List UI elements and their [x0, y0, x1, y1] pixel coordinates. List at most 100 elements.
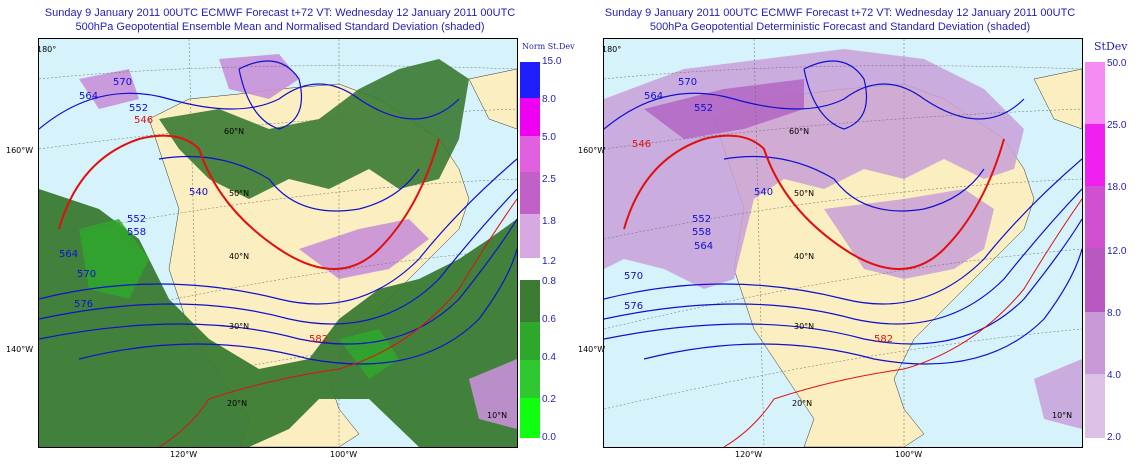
land-greenland	[1033, 68, 1082, 130]
right-lat-label-30n: 30°N	[794, 322, 815, 331]
right-colorbar-seg-1	[1085, 124, 1105, 186]
left-colorbar-tick-0: 15.0	[542, 56, 562, 67]
right-contour-label-570b: 570	[624, 271, 644, 282]
left-lat-label-30n: 30°N	[229, 322, 250, 331]
shade-green-mid2	[339, 329, 399, 379]
right-map-panel: 180° 60°N 50°N 40°N 30°N 20°N 10°N 570 5…	[603, 38, 1083, 448]
contours-blue	[604, 60, 1082, 365]
right-contour-label-558: 558	[692, 227, 712, 238]
left-colorbar-tick-6: 0.8	[542, 276, 556, 287]
left-colorbar-seg-3	[520, 172, 540, 214]
right-lat-label-10n: 10°N	[1052, 411, 1073, 420]
right-lat-label-160w: 160°W	[578, 146, 606, 155]
left-contour-label-558: 558	[127, 227, 147, 238]
right-map-svg	[604, 39, 1082, 447]
left-lat-label-180: 180°	[38, 45, 57, 54]
left-colorbar-tick-8: 0.4	[542, 352, 556, 363]
right-colorbar	[1085, 62, 1105, 438]
right-contour-label-564b: 564	[694, 241, 714, 252]
left-contour-label-552: 552	[129, 103, 149, 114]
right-colorbar-seg-3	[1085, 248, 1105, 312]
shade-purple-lakes	[824, 189, 994, 279]
left-colorbar-seg-5	[520, 258, 540, 280]
contours-blue	[39, 60, 517, 365]
right-lat-label-180: 180°	[603, 45, 622, 54]
left-colorbar-seg-0	[520, 62, 540, 98]
shade-green-dark	[39, 189, 517, 447]
right-colorbar-tick-4: 8.0	[1107, 308, 1121, 319]
left-colorbar-tick-1: 8.0	[542, 94, 556, 105]
right-colorbar-tick-0: 50.0	[1107, 58, 1127, 69]
left-colorbar-seg-4	[520, 214, 540, 258]
left-lat-label-40n: 40°N	[229, 252, 250, 261]
left-colorbar-tick-7: 0.6	[542, 314, 556, 325]
left-contour-label-582: 582	[309, 334, 329, 345]
right-colorbar-tick-1: 25.0	[1107, 120, 1127, 131]
left-lon-label-100w: 100°W	[330, 450, 358, 459]
right-contour-label-540: 540	[754, 187, 774, 198]
right-colorbar-title: StDev	[1094, 40, 1128, 53]
right-lat-label-140w: 140°W	[578, 345, 606, 354]
right-colorbar-tick-5: 4.0	[1107, 370, 1121, 381]
left-title-line2: 500hPa Geopotential Ensemble Mean and No…	[75, 21, 485, 33]
left-colorbar-seg-9	[520, 398, 540, 438]
left-colorbar-tick-10: 0.0	[542, 432, 556, 443]
left-lat-label-50n: 50°N	[229, 189, 250, 198]
right-lat-label-50n: 50°N	[794, 189, 815, 198]
left-lon-label-120w: 120°W	[170, 450, 198, 459]
left-map-panel: 180° 60°N 50°N 40°N 30°N 20°N 10°N 570 5…	[38, 38, 518, 448]
graticule	[604, 39, 1082, 447]
left-contour-label-570: 570	[113, 77, 133, 88]
left-lat-label-140w: 140°W	[6, 345, 34, 354]
right-contour-label-582: 582	[874, 334, 894, 345]
right-colorbar-tick-6: 2.0	[1107, 432, 1121, 443]
right-colorbar-seg-4	[1085, 312, 1105, 374]
shade-purple-north	[219, 54, 299, 99]
right-contour-label-564: 564	[644, 91, 664, 102]
shade-green-mid	[79, 219, 149, 299]
land-greenland	[468, 68, 517, 130]
left-contour-label-576: 576	[74, 299, 94, 310]
left-contour-label-570b: 570	[77, 269, 97, 280]
right-colorbar-tick-3: 12.0	[1107, 246, 1127, 257]
left-lat-label-20n: 20°N	[227, 399, 248, 408]
right-colorbar-tick-2: 18.0	[1107, 182, 1127, 193]
right-lon-label-120w: 120°W	[735, 450, 763, 459]
left-colorbar-seg-7	[520, 322, 540, 360]
graticule	[39, 39, 517, 447]
left-contour-label-546: 546	[134, 115, 154, 126]
right-colorbar-seg-5	[1085, 374, 1105, 438]
contours-red	[623, 134, 1082, 447]
left-colorbar-seg-8	[520, 360, 540, 398]
right-lat-label-40n: 40°N	[794, 252, 815, 261]
left-colorbar-tick-9: 0.2	[542, 394, 556, 405]
left-map-svg	[39, 39, 517, 447]
right-title-line2: 500hPa Geopotential Deterministic Foreca…	[649, 21, 1031, 33]
left-colorbar-title: Norm St.Dev	[522, 42, 575, 51]
shade-purple-lakes	[299, 219, 429, 279]
right-contour-label-552b: 552	[692, 214, 712, 225]
left-lat-label-10n: 10°N	[487, 411, 508, 420]
right-colorbar-seg-2	[1085, 186, 1105, 248]
left-colorbar-seg-1	[520, 98, 540, 136]
left-lat-label-160w: 160°W	[6, 146, 34, 155]
left-colorbar-tick-3: 2.5	[542, 174, 556, 185]
right-lat-label-20n: 20°N	[792, 399, 813, 408]
right-contour-label-546: 546	[632, 139, 652, 150]
right-title-line1: Sunday 9 January 2011 00UTC ECMWF Foreca…	[604, 7, 1076, 19]
left-colorbar-tick-4: 1.8	[542, 216, 556, 227]
shade-purple-se	[1034, 359, 1082, 429]
left-contour-label-552b: 552	[127, 214, 147, 225]
right-contour-label-570: 570	[678, 77, 698, 88]
shade-purple-dark	[644, 79, 804, 139]
right-lon-label-100w: 100°W	[895, 450, 923, 459]
right-lat-label-60n: 60°N	[789, 127, 810, 136]
left-contour-label-564b: 564	[59, 249, 79, 260]
left-colorbar-seg-2	[520, 136, 540, 172]
left-colorbar-tick-5: 1.2	[542, 256, 556, 267]
right-contour-label-552: 552	[694, 103, 714, 114]
right-contour-label-576: 576	[624, 301, 644, 312]
shade-purple-se	[469, 359, 517, 429]
left-colorbar-tick-2: 5.0	[542, 132, 556, 143]
right-colorbar-seg-0	[1085, 62, 1105, 124]
